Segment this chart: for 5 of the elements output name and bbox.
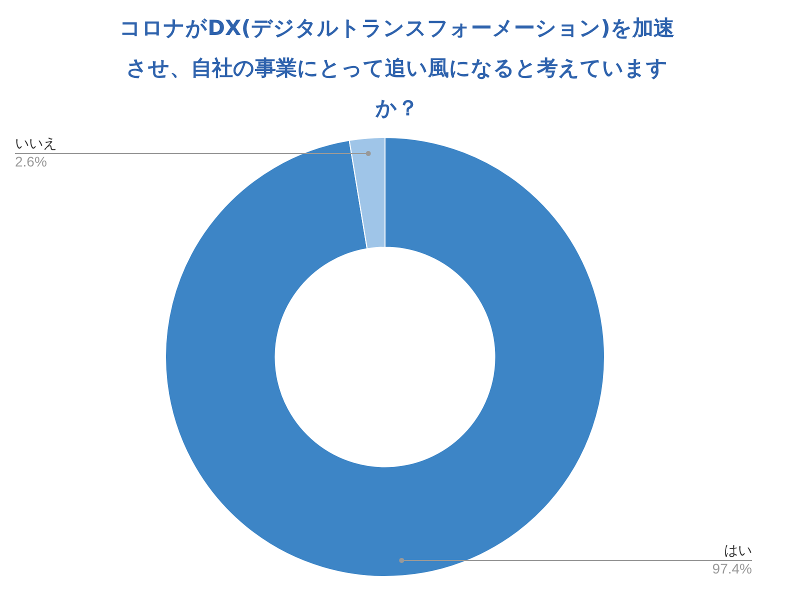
slice-label: はい: [724, 543, 752, 560]
slice-label: いいえ: [15, 136, 57, 152]
chart-title: コロナがDX(デジタルトランスフォーメーション)を加速させ、自社の事業にとって追い風になると考えていますか？: [118, 15, 676, 122]
data-label: 2.6%: [15, 153, 47, 170]
data-label: 97.4%: [712, 560, 752, 576]
